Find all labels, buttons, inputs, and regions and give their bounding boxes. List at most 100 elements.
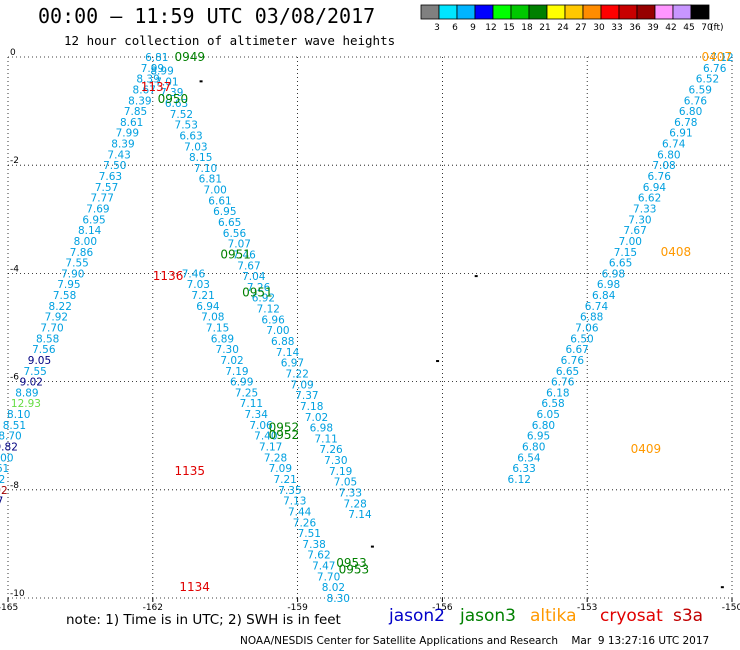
data-point-label: 6.98 [597,279,620,291]
legend-altika: altika [530,606,577,626]
legend-cryosat: cryosat [600,606,663,626]
time-label: 0953 [339,562,370,576]
data-point-label: 7.28 [264,452,287,464]
y-tick-label: -10 [10,589,25,599]
data-point-label: 7.70 [317,571,340,583]
island-mark [199,80,203,83]
colorbar-swatch [582,4,602,20]
colorbar-swatch [474,4,494,20]
data-point-label: 7.63 [99,171,122,183]
data-point-label: 7.00 [266,325,289,337]
data-point-label: 9.82 [0,442,18,454]
data-point-label: 7.44 [288,506,312,518]
data-point-label: 7.35 [278,485,301,497]
data-point-label: 6.99 [230,377,253,389]
colorbar-swatch [528,4,548,20]
time-label: 0408 [661,245,692,259]
colorbar-label: 9 [470,23,476,33]
data-point-label: 6.81 [145,52,168,64]
data-point-label: 7.18 [300,401,323,413]
colorbar-swatch [564,4,584,20]
data-point-label: 7.22 [286,368,309,380]
colorbar-label: 39 [647,23,659,33]
data-point-label: 8.30 [327,593,350,605]
data-point-label: 7.46 [232,249,256,261]
colorbar-label: 3 [434,23,440,33]
data-point-label: 6.56 [223,228,247,240]
data-point-label: 6.80 [532,420,555,432]
data-point-label: 6.74 [585,301,609,313]
data-point-label: 7.00 [619,236,642,248]
data-point-label: 6.78 [674,117,697,129]
data-point-label: 7.34 [245,409,269,421]
data-point-label: 7.43 [107,149,130,161]
data-point-label: 7.26 [247,282,271,294]
data-point-label: 7.86 [70,247,94,259]
data-point-label: 6.54 [517,452,541,464]
y-tick-label: -8 [10,481,19,491]
data-point-label: 8.00 [74,236,97,248]
colorbar-label: 12 [485,23,496,33]
x-tick-label: -150 [722,603,740,613]
data-point-label: 7.09 [290,379,313,391]
data-point-label: 6.50 [570,333,593,345]
data-point-label: 6.88 [580,312,603,324]
data-point-label: 6.80 [679,106,702,118]
data-point-label: 7.30 [216,344,239,356]
data-point-label: 7.11 [314,433,337,445]
data-point-label: 6.81 [199,174,222,186]
time-label: 0409 [631,442,662,456]
time-label: 0950 [158,92,189,106]
legend-s3a: s3a [673,606,704,626]
data-point-label: 6.74 [662,139,686,151]
time-label: 0949 [175,50,206,64]
data-point-label: 8.61 [120,117,143,129]
footer-credit: NOAA/NESDIS Center for Satellite Applica… [240,635,710,647]
data-point-label: 7.92 [45,312,68,324]
data-point-label: 6.80 [657,149,680,161]
data-point-label: 8.22 [49,301,72,313]
data-point-label: 7.62 [307,550,330,562]
data-point-label: 7.02 [220,355,243,367]
time-label: 0952 [269,421,300,435]
x-tick-label: -153 [577,603,597,613]
data-point-label: 6.76 [703,63,727,75]
data-point-label: 7.03 [184,141,207,153]
data-point-label: 7.58 [53,290,76,302]
island-mark [474,275,478,278]
time-label: 0407 [701,50,732,64]
data-point-label: 6.61 [208,195,231,207]
data-point-label: 7.15 [206,323,229,335]
data-point-label: 10.87 [0,496,3,508]
data-point-label: 6.63 [179,130,202,142]
data-point-label: 7.08 [201,312,224,324]
data-point-label: 8.89 [15,387,38,399]
data-point-label: 8.61 [0,463,9,475]
data-point-label: 7.46 [182,268,206,280]
data-point-label: 7.55 [23,366,46,378]
island-mark [370,545,374,548]
time-label: 1134 [179,580,210,594]
data-point-label: 6.76 [684,95,708,107]
data-point-label: 7.21 [191,290,214,302]
x-tick-label: -156 [432,603,453,613]
data-point-label: 8.67 [133,84,156,96]
data-point-label: 7.67 [237,260,260,272]
page-title: 00:00 – 11:59 UTC 03/08/2017 [38,4,376,28]
data-point-label: 6.76 [648,171,672,183]
data-point-label: 6.95 [527,431,550,443]
colorbar-swatch [420,4,440,20]
colorbar-label: 6 [452,23,458,33]
data-point-label: 7.07 [228,239,251,251]
data-point-label: 6.95 [213,206,236,218]
colorbar-swatch [546,4,566,20]
data-point-label: 6.65 [218,217,241,229]
data-point-label: 8.15 [189,152,212,164]
data-point-label: 7.39 [160,87,183,99]
data-point-label: 6.58 [541,398,564,410]
time-label: 0951 [242,285,273,299]
data-point-label: 6.80 [522,442,545,454]
data-point-label: 36.02 [0,485,8,497]
data-point-label: 6.88 [271,336,294,348]
